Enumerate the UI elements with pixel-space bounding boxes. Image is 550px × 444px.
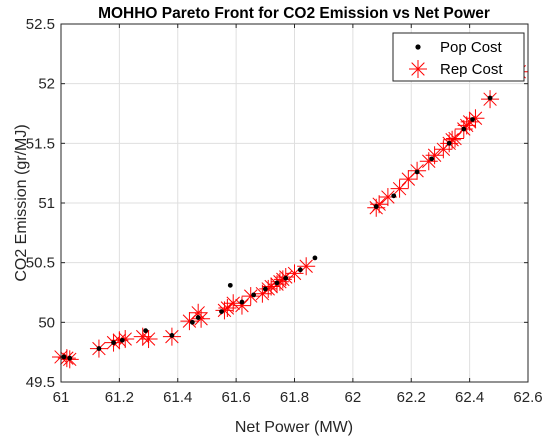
- pop-cost-point: [470, 117, 475, 122]
- rep-cost-point: [378, 188, 397, 207]
- pop-cost-point: [111, 340, 116, 346]
- legend-box: [392, 32, 525, 82]
- y-axis-label: CO2 Emission (gr/MJ): [13, 124, 30, 281]
- pop-cost-point: [119, 337, 125, 343]
- pop-cost-point: [373, 204, 379, 209]
- rep-cost-point: [443, 130, 462, 149]
- x-tick-label: 61.2: [105, 389, 134, 406]
- rep-cost-point: [232, 296, 251, 315]
- legend-asterisk: [409, 60, 427, 78]
- x-tick-label: 61.4: [163, 389, 192, 406]
- pop-cost-point: [189, 319, 195, 325]
- x-tick-label: 61.8: [280, 389, 309, 406]
- pop-cost-point: [487, 95, 493, 101]
- pop-cost-point: [262, 286, 268, 292]
- x-tick-label: 62.4: [455, 389, 484, 406]
- pop-cost-point: [169, 333, 175, 338]
- pop-cost-point: [239, 299, 245, 305]
- legend-label-pop-cost: Pop Cost: [440, 39, 503, 56]
- series-layer: [52, 62, 529, 369]
- pop-cost-point: [219, 309, 224, 314]
- rep-cost-point: [180, 312, 199, 331]
- rep-cost-point: [466, 109, 485, 128]
- chart-title: MOHHO Pareto Front for CO2 Emission vs N…: [98, 5, 490, 22]
- legend-dot: [415, 44, 421, 50]
- rep-cost-point: [297, 257, 316, 276]
- rep-cost-point: [192, 309, 211, 328]
- ticks: [60, 23, 529, 383]
- legend: Pop Cost Rep Cost: [392, 32, 525, 82]
- pop-cost-point: [274, 280, 280, 286]
- pop-cost-point: [143, 328, 149, 334]
- pop-cost-point: [283, 275, 289, 281]
- legend-marker-rep-cost: [409, 60, 427, 78]
- pop-cost-point: [414, 169, 420, 175]
- y-tick-label: 51: [38, 195, 55, 212]
- pop-cost-point: [461, 126, 467, 132]
- y-tick-label: 52: [38, 76, 55, 93]
- rep-cost-point: [139, 330, 158, 349]
- rep-cost-point: [390, 179, 409, 198]
- pop-cost-point: [429, 156, 435, 162]
- rep-cost-point: [241, 287, 260, 306]
- x-axis-label: Net Power (MW): [235, 419, 353, 436]
- pop-cost-point: [227, 282, 233, 288]
- y-tick-label: 51.5: [26, 135, 55, 152]
- y-tick-label: 50.5: [26, 255, 55, 272]
- legend-marker-pop-cost: [415, 44, 421, 50]
- pop-cost-point: [297, 267, 303, 273]
- x-tick-label: 62.6: [513, 389, 542, 406]
- x-tick-label: 61: [53, 389, 70, 406]
- legend-label-rep-cost: Rep Cost: [440, 61, 503, 78]
- x-tick-label: 61.6: [222, 389, 251, 406]
- x-tick-label: 62.2: [397, 389, 426, 406]
- rep-cost-point: [370, 195, 389, 214]
- pop-cost-point: [61, 354, 67, 360]
- pop-cost-point: [251, 292, 257, 298]
- pop-cost-point: [67, 355, 73, 361]
- rep-cost-point: [425, 146, 444, 165]
- y-tick-label: 50: [38, 314, 55, 331]
- x-tick-label: 62: [345, 389, 362, 406]
- pop-cost-point: [96, 346, 102, 351]
- rep-cost-point: [116, 330, 135, 349]
- rep-cost-point: [285, 264, 304, 283]
- y-tick-label: 52.5: [26, 16, 55, 33]
- y-tick-label: 49.5: [26, 374, 55, 391]
- pop-cost-point: [391, 193, 397, 199]
- pop-cost-point: [446, 140, 452, 146]
- pop-cost-point: [312, 255, 318, 261]
- pop-cost-point: [195, 315, 201, 320]
- tick-labels: 61 61.2 61.4 61.6 61.8 62 62.2 62.4 62.6 49.5 50 50…: [26, 16, 543, 406]
